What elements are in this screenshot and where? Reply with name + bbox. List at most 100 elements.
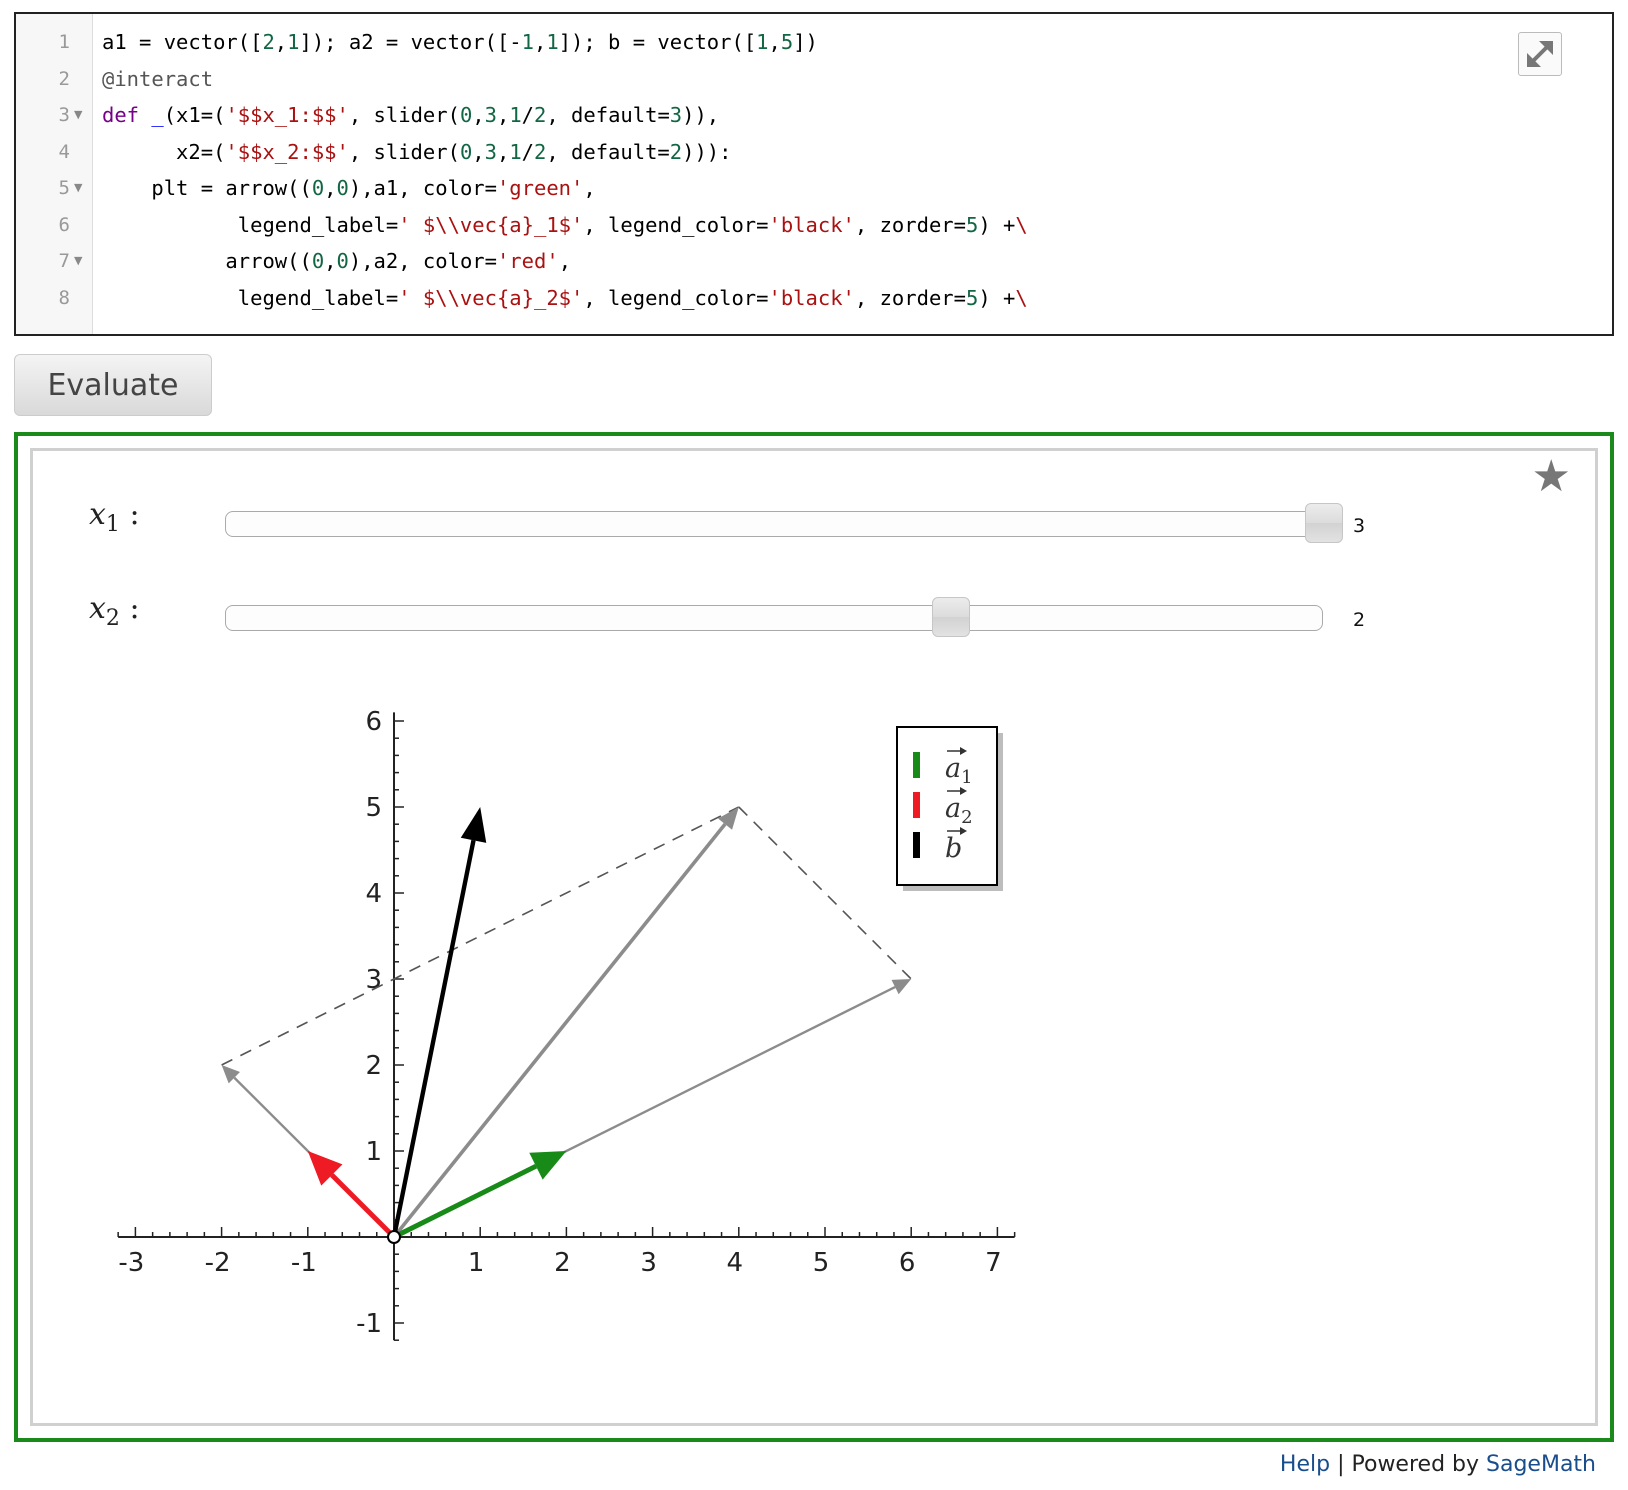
code-token: , legend_color= — [583, 285, 769, 310]
code-token: , — [534, 30, 547, 54]
legend-swatch-b — [913, 832, 920, 858]
x-tick-label: 7 — [985, 1248, 1002, 1278]
code-token: \ — [1015, 212, 1028, 237]
code-token: , — [558, 249, 572, 273]
code-line[interactable]: plt = arrow((0,0),a1, color='green', — [102, 169, 595, 207]
code-token: 3 — [484, 139, 497, 164]
x-tick-label: -2 — [205, 1248, 231, 1278]
x-tick-label: -1 — [291, 1248, 317, 1278]
line-number: 3 — [58, 104, 70, 126]
code-token: ) + — [978, 212, 1016, 237]
code-token: 5 — [780, 30, 794, 54]
code-line[interactable]: @interact — [102, 60, 213, 98]
code-token: a1 = vector([ — [102, 30, 263, 54]
code-token: ' $\\vec{a}_2$' — [398, 285, 584, 310]
fold-toggle-icon[interactable]: ▼ — [74, 181, 83, 194]
slider-colon: : — [129, 497, 140, 532]
line-number: 7 — [58, 250, 70, 272]
code-line[interactable]: legend_label=' $\\vec{a}_1$', legend_col… — [102, 206, 1028, 244]
code-token: x2=( — [102, 139, 226, 164]
code-token: 'red' — [496, 249, 559, 273]
code-token: , — [324, 249, 337, 273]
y-tick-label: 6 — [365, 707, 382, 737]
code-line[interactable]: arrow((0,0),a2, color='red', — [102, 242, 571, 280]
legend-subscript: 2 — [961, 807, 972, 828]
code-editor[interactable]: 1 2 3 ▼ 4 5 ▼ 6 7 ▼ 8 a1 = vector([2,1]); a2 = vec… — [14, 12, 1614, 336]
code-token: , legend_color= — [583, 212, 769, 237]
code-token: , — [274, 30, 288, 54]
code-token: legend_label= — [102, 212, 399, 237]
vector-a2-shaft — [330, 1173, 396, 1239]
powered-by-text: Powered by — [1351, 1452, 1480, 1477]
code-token: 'green' — [496, 176, 584, 200]
code-token: 5 — [966, 285, 979, 310]
legend-subscript: 1 — [961, 767, 972, 788]
line-number: 1 — [58, 31, 70, 53]
code-token: ),a2, color= — [348, 249, 497, 273]
code-token: , slider( — [348, 103, 460, 127]
code-token: 5 — [966, 212, 979, 237]
slider-track-x1[interactable] — [225, 511, 1323, 537]
y-tick-label: 2 — [365, 1051, 382, 1081]
y-tick-label: 1 — [365, 1137, 382, 1167]
x-tick-label: 6 — [899, 1248, 916, 1278]
code-token: 2 — [534, 103, 547, 127]
vector-a1-head — [529, 1151, 567, 1180]
code-token: _ — [151, 103, 164, 127]
code-token: 1 — [509, 103, 522, 127]
line-number: 4 — [58, 140, 70, 163]
fold-toggle-icon[interactable]: ▼ — [74, 108, 83, 121]
code-token: , — [496, 139, 510, 164]
line-number: 2 — [58, 67, 70, 90]
footer-separator: | — [1337, 1452, 1345, 1477]
code-token: 1 — [287, 30, 300, 54]
code-token: ),a1, color= — [348, 176, 497, 200]
code-token: , default= — [546, 139, 670, 164]
legend-swatch-a2 — [913, 792, 920, 818]
slider-subscript: 2 — [105, 606, 120, 631]
footer: Help | Powered by SageMath — [1280, 1452, 1596, 1477]
legend-swatch-a1 — [913, 752, 920, 778]
slider-label-x1: x1 : — [89, 497, 140, 537]
code-token: , — [472, 139, 485, 164]
code-token: ' $\\vec{a}_1$' — [398, 212, 584, 237]
fold-toggle-icon[interactable]: ▼ — [74, 254, 83, 267]
vector-a1-shaft — [392, 1163, 538, 1240]
code-token: legend_label= — [102, 285, 399, 310]
expand-editor-button[interactable] — [1518, 32, 1562, 76]
dashed-parallelogram-edge — [221, 806, 740, 1066]
code-token: plt = arrow(( — [102, 176, 312, 200]
y-tick-label: 3 — [365, 965, 382, 995]
star-icon[interactable]: ★ — [1531, 451, 1571, 502]
code-line[interactable]: legend_label=' $\\vec{a}_2$', legend_col… — [102, 279, 1028, 317]
help-link[interactable]: Help — [1279, 1452, 1331, 1477]
evaluate-button[interactable]: Evaluate — [14, 354, 212, 416]
vector-a2-head — [307, 1151, 343, 1186]
interact-container: ★ x1 : 3 x2 : 2 -3 -2 -1 1 2 3 4 5 6 7 -1 1 2 3 4 5 6 a1 a… — [30, 448, 1598, 1426]
x-tick-label: 4 — [727, 1248, 744, 1278]
vector-b-head — [460, 807, 487, 843]
x-tick-label: 3 — [640, 1248, 657, 1278]
slider-label-x2: x2 : — [89, 591, 140, 631]
line-number: 6 — [58, 213, 70, 236]
slider-handle-x2[interactable] — [931, 597, 970, 637]
sagemath-link[interactable]: SageMath — [1486, 1452, 1596, 1477]
code-token: 'black' — [768, 212, 855, 237]
slider-handle-x1[interactable] — [1305, 503, 1343, 543]
code-token: 3 — [484, 103, 497, 127]
code-token: 0 — [336, 249, 349, 273]
code-token: 2 — [534, 139, 547, 164]
code-token: ]); b = vector([ — [558, 30, 757, 54]
code-line[interactable]: x2=('$$x_2:$$', slider(0,3,1/2, default=… — [102, 133, 731, 171]
vector-b-shaft — [391, 839, 476, 1238]
code-line[interactable]: a1 = vector([2,1]); a2 = vector([-1,1]);… — [102, 23, 818, 61]
code-line[interactable]: def _(x1=('$$x_1:$$', slider(0,3,1/2, de… — [102, 96, 719, 134]
code-token: , zorder= — [854, 285, 966, 310]
code-token: , default= — [546, 103, 670, 127]
code-token: 3 — [669, 103, 683, 127]
code-token: def — [102, 103, 140, 127]
line-number: 5 — [58, 177, 70, 199]
slider-track-x2[interactable] — [225, 605, 1323, 631]
code-token: 1 — [546, 30, 559, 54]
